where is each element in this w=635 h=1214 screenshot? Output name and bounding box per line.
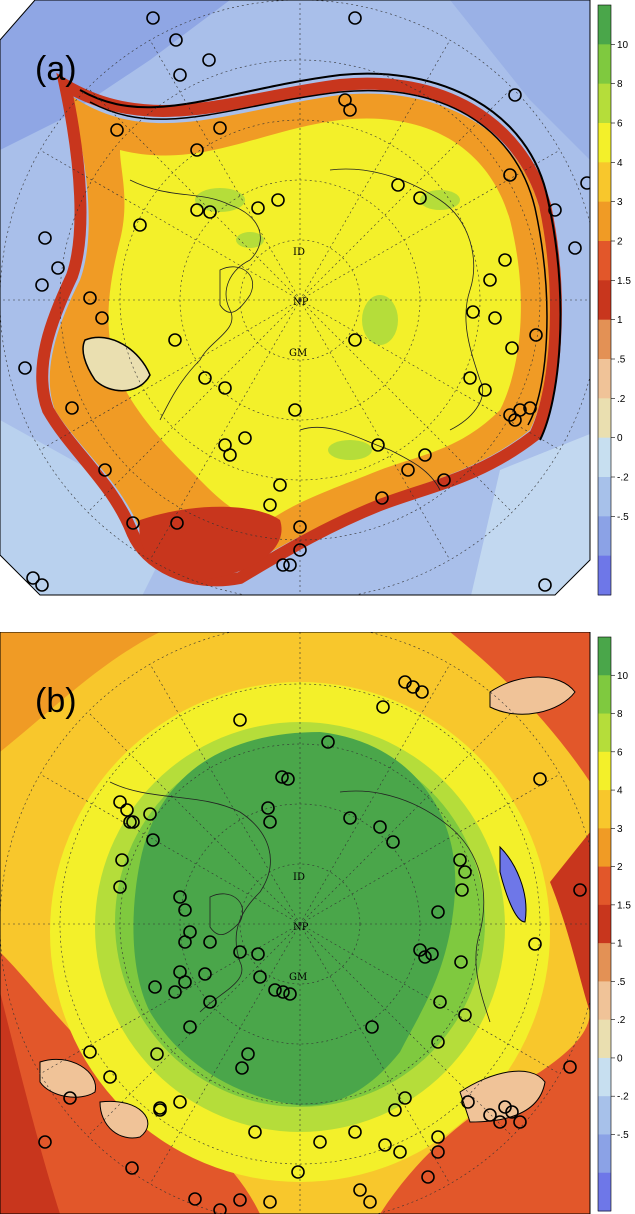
map-panel-a: (a) ID NP GM 10 8 6 4 3 2 1.5 1.5.2 0 -.2 -.5 (0, 0, 635, 600)
colorbar-swatch (598, 162, 611, 203)
map-label-id: ID (293, 872, 305, 883)
colorbar-swatch (598, 713, 611, 753)
colorbar-swatch (598, 637, 611, 676)
colorbar-swatch (598, 477, 611, 517)
map-label-id: ID (293, 247, 305, 258)
map-label-np: NP (293, 922, 309, 933)
colorbar-tick-label: 1.5 (617, 900, 631, 911)
colorbar-swatch (598, 44, 611, 85)
colorbar-swatch (598, 319, 611, 360)
panel-label-b: (b) (35, 682, 77, 720)
station-markers-a (18, 11, 590, 592)
colorbar-tick-label: 0 (617, 1053, 623, 1064)
colorbar-tick-label: 1 (617, 939, 623, 950)
colorbar-swatch (598, 83, 611, 124)
colorbar-tick-label: 2 (617, 237, 623, 248)
colorbar-swatch (598, 516, 611, 557)
colorbar-tick-label: 10 (617, 40, 629, 51)
colorbar-tick-label: -.5 (617, 512, 629, 523)
colorbar-swatch (598, 1096, 611, 1135)
map-a-border (0, 0, 591, 596)
colorbar-swatch (598, 828, 611, 868)
colorbar-swatch (598, 1057, 611, 1097)
colorbar-swatch (598, 201, 611, 242)
colorbar-swatch (598, 359, 611, 399)
colorbar-swatch (598, 398, 611, 439)
colorbar-tick-label: 1 (617, 315, 623, 326)
colorbar-tick-label: 8 (617, 709, 623, 720)
colorbar-tick-label: .2 (617, 394, 626, 405)
map-label-np: NP (293, 297, 309, 308)
colorbar-tick-label: 6 (617, 747, 623, 758)
colorbar-tick-label: .5 (617, 355, 626, 366)
colorbar-tick-label: 2 (617, 862, 623, 873)
map-b-field (0, 632, 590, 1214)
colorbar-swatch (598, 904, 611, 944)
colorbar-swatch (598, 675, 611, 715)
map-label-gm: GM (289, 348, 307, 359)
colorbar-tick-label: -.5 (617, 1130, 629, 1141)
map-panel-b: (b) ID NP GM 10 8 6 4 3 2 1.5 1.5.2 0 -.2 -.5 (0, 632, 635, 1214)
colorbar-tick-label: 0 (617, 433, 623, 444)
colorbar-tick-label: -.2 (617, 473, 629, 484)
panel-label-a: (a) (35, 50, 77, 88)
colorbar-swatch (598, 866, 611, 906)
colorbar-swatch (598, 1019, 611, 1059)
colorbar-swatch (598, 981, 611, 1021)
colorbar-swatch (598, 123, 611, 163)
colorbar-swatch (598, 241, 611, 281)
colorbar-tick-label: .5 (617, 977, 626, 988)
colorbar-swatch (598, 943, 611, 982)
colorbar-tick-label: 1.5 (617, 276, 631, 287)
colorbar-swatch (598, 1172, 611, 1212)
colorbar-swatch (598, 555, 611, 596)
colorbar-tick-label: 4 (617, 158, 623, 169)
colorbar-tick-label: .2 (617, 1015, 626, 1026)
colorbar-tick-label: 3 (617, 824, 623, 835)
station-markers-b (38, 675, 587, 1214)
colorbar-tick-label: 8 (617, 79, 623, 90)
colorbar-tick-label: 3 (617, 197, 623, 208)
colorbar-tick-label: 6 (617, 119, 623, 130)
colorbar-tick-label: -.2 (617, 1092, 629, 1103)
colorbar-tick-label: 4 (617, 786, 623, 797)
colorbar-swatch (598, 1134, 611, 1174)
colorbar-tick-label: 10 (617, 671, 629, 682)
colorbar-swatch (598, 437, 611, 478)
map-label-gm: GM (289, 972, 307, 983)
colorbar-swatch (598, 790, 611, 829)
colorbar-swatch (598, 5, 611, 45)
colorbar-swatch (598, 751, 611, 791)
colorbar-swatch (598, 280, 611, 321)
map-a-field (0, 0, 590, 595)
